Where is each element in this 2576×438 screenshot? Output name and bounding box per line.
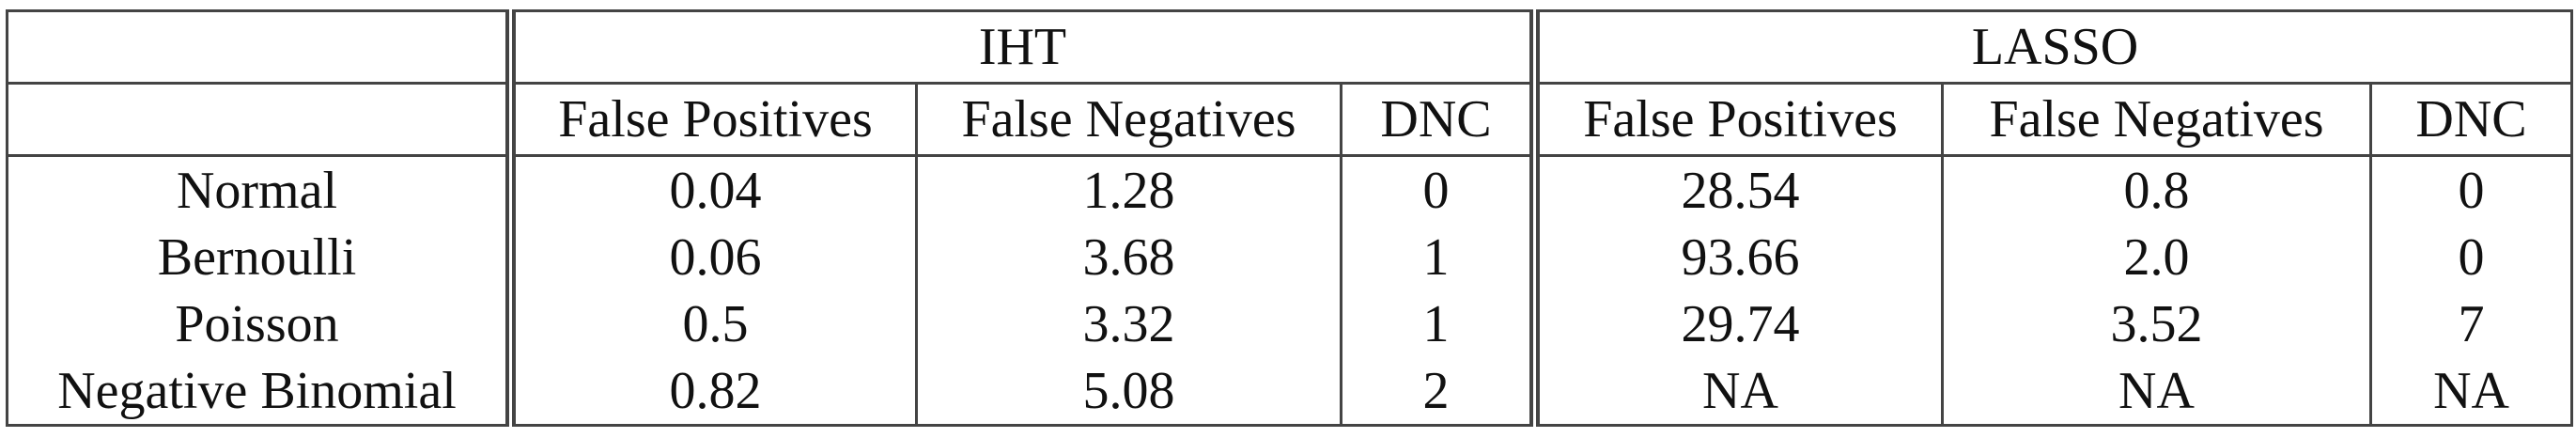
table-cell: 0.5 bbox=[505, 290, 917, 357]
corner-cell-2 bbox=[7, 83, 511, 157]
table-cell: 2 bbox=[1340, 357, 1535, 426]
table-cell: 3.52 bbox=[1941, 290, 2371, 357]
col-header-lasso-dnc: DNC bbox=[2368, 83, 2572, 157]
row-label: Negative Binomial bbox=[57, 361, 457, 420]
table-cell: 0 bbox=[2368, 155, 2572, 224]
table-cell: 1 bbox=[1340, 224, 1535, 290]
row-label: Bernoulli bbox=[157, 227, 357, 287]
corner-cell bbox=[7, 10, 511, 85]
col-header-iht-false-negatives: False Negatives bbox=[915, 83, 1342, 157]
column-header-row: False Positives False Negatives DNC Fals… bbox=[7, 83, 2572, 157]
row-label: Poisson bbox=[175, 294, 339, 353]
col-header-iht-false-positives: False Positives bbox=[505, 83, 917, 157]
table-cell: 0.82 bbox=[505, 357, 917, 426]
col-header-lasso-false-negatives: False Negatives bbox=[1941, 83, 2371, 157]
row-label: Normal bbox=[176, 161, 338, 220]
table-cell: 0.8 bbox=[1941, 155, 2371, 224]
table-cell: 0 bbox=[1340, 155, 1535, 224]
table-cell: 0 bbox=[2368, 224, 2572, 290]
col-header-lasso-false-positives: False Positives bbox=[1529, 83, 1943, 157]
comparison-table: IHT LASSO False Positives False Negative… bbox=[6, 9, 2574, 427]
group-header-iht: IHT bbox=[505, 10, 1535, 85]
table-cell: 3.68 bbox=[915, 224, 1342, 290]
table-cell: 1 bbox=[1340, 290, 1535, 357]
table-cell: 0.06 bbox=[505, 224, 917, 290]
col-header-iht-dnc: DNC bbox=[1340, 83, 1535, 157]
table-cell: NA bbox=[2368, 357, 2572, 426]
table-cell: 28.54 bbox=[1529, 155, 1943, 224]
table-cell: 5.08 bbox=[915, 357, 1342, 426]
table-row-negative-binomial: Negative Binomial 0.82 5.08 2 NA NA NA bbox=[8, 357, 2572, 426]
table-cell: NA bbox=[1941, 357, 2371, 426]
table-cell: 0.04 bbox=[505, 155, 917, 224]
comparison-table-container: IHT LASSO False Positives False Negative… bbox=[6, 9, 2574, 427]
group-header-row: IHT LASSO bbox=[7, 10, 2572, 85]
table-cell: 1.28 bbox=[915, 155, 1342, 224]
table-cell: NA bbox=[1529, 357, 1943, 426]
table-row-bernoulli: Bernoulli 0.06 3.68 1 93.66 2.0 0 bbox=[8, 224, 2572, 290]
table-cell: 2.0 bbox=[1941, 224, 2371, 290]
table-row-poisson: Poisson 0.5 3.32 1 29.74 3.52 7 bbox=[8, 290, 2572, 357]
table-cell: 93.66 bbox=[1529, 224, 1943, 290]
table-cell: 7 bbox=[2368, 290, 2572, 357]
table-row-normal: Normal 0.04 1.28 0 28.54 0.8 0 bbox=[8, 155, 2572, 224]
group-header-lasso: LASSO bbox=[1529, 10, 2572, 85]
table-cell: 3.32 bbox=[915, 290, 1342, 357]
table-cell: 29.74 bbox=[1529, 290, 1943, 357]
